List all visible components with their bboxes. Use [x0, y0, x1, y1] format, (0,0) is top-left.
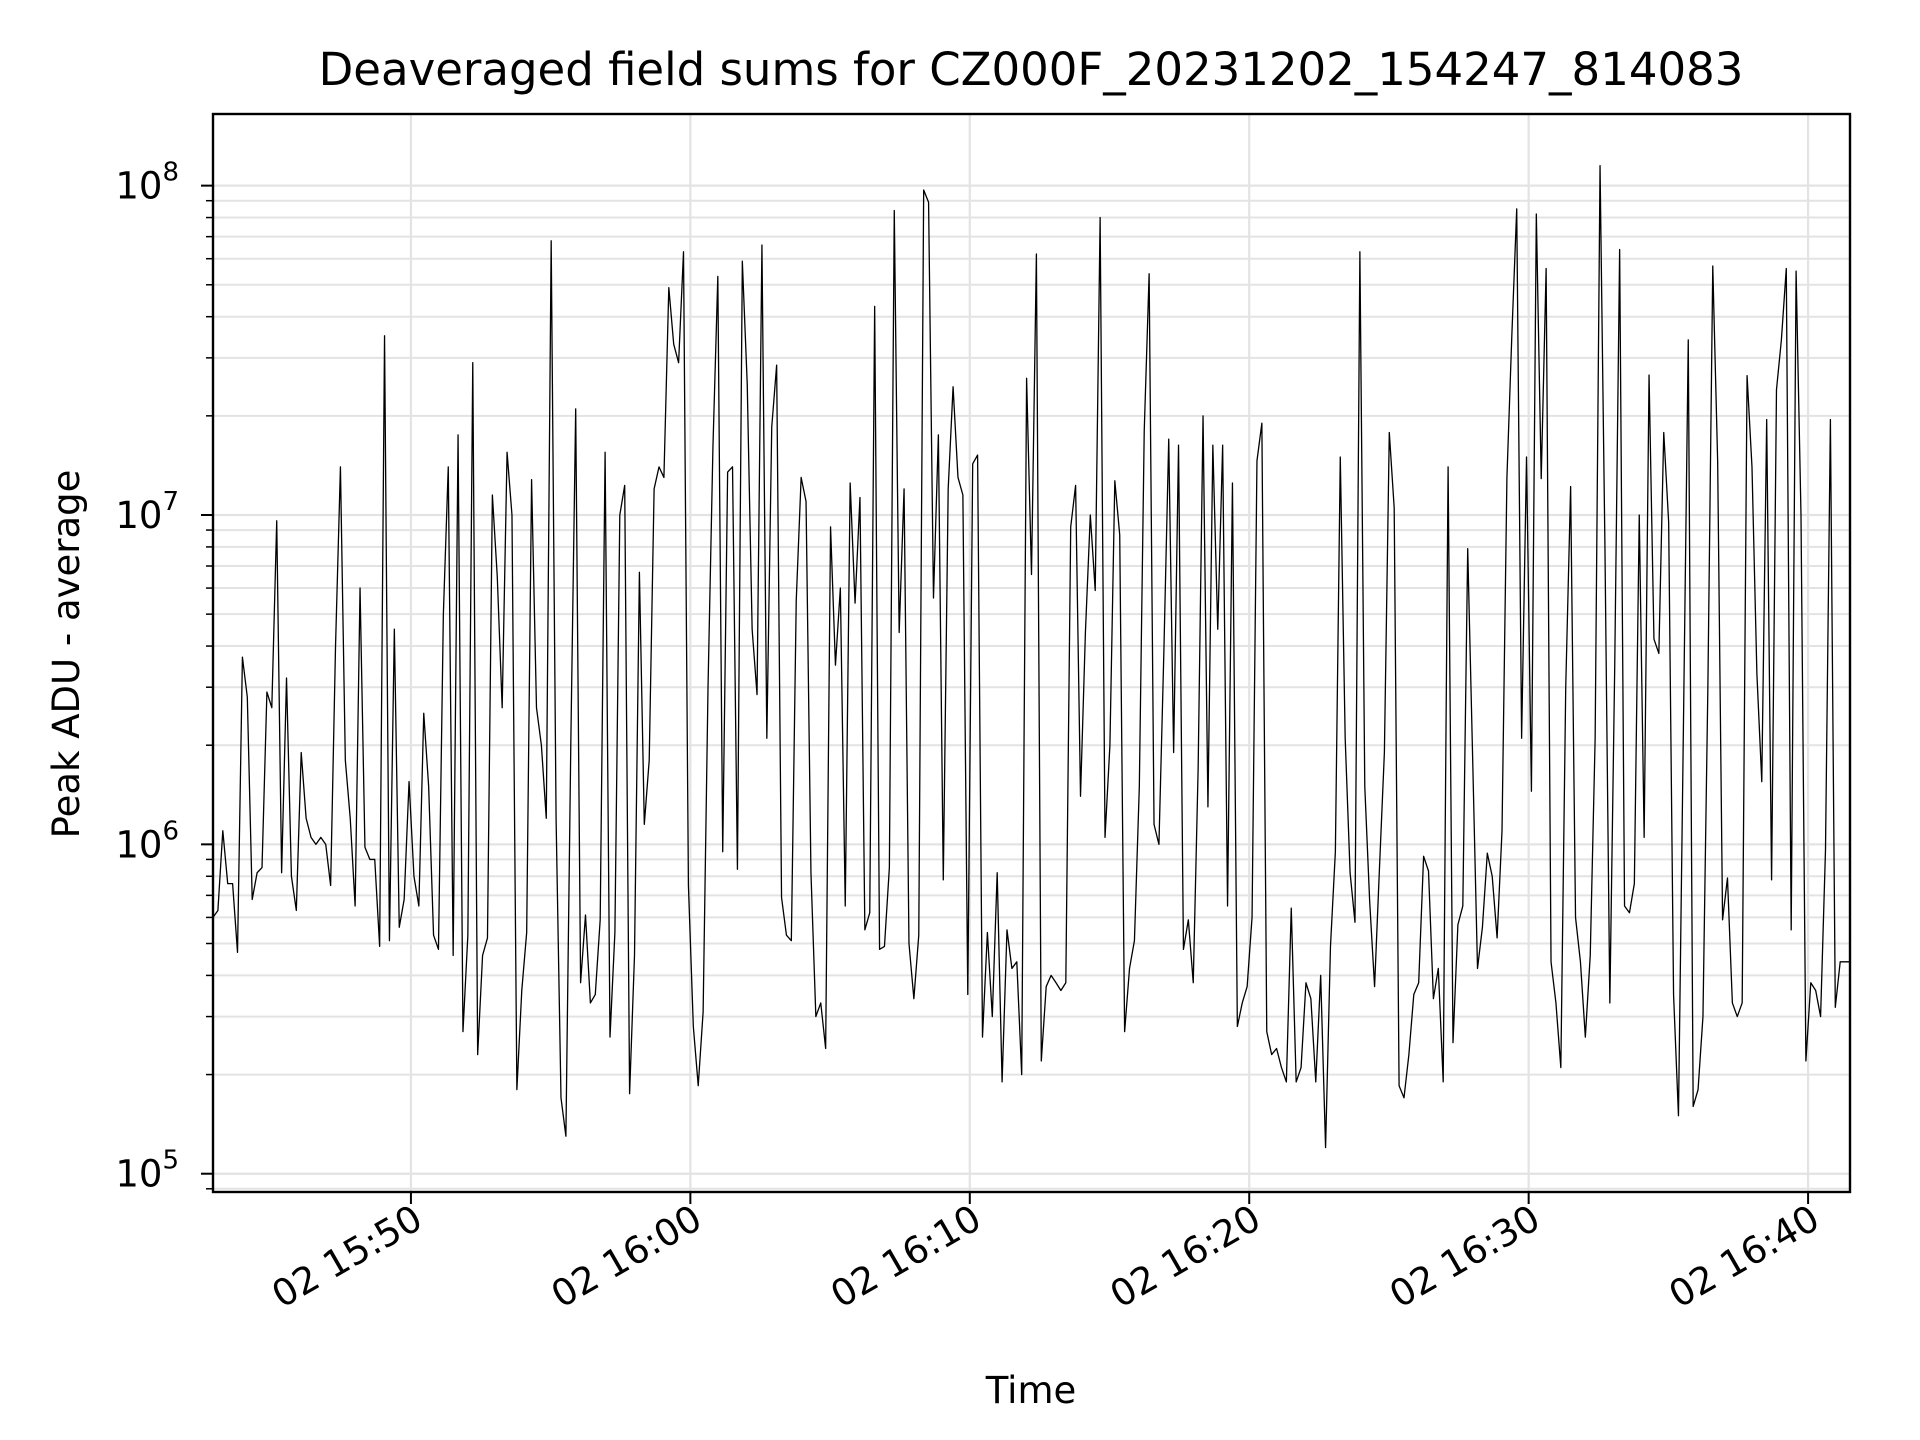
y-axis-label: Peak ADU - average [45, 470, 88, 839]
plot-frame [211, 112, 1852, 1194]
x-axis-label: Time [985, 1369, 1077, 1412]
chart-title: Deaveraged field sums for CZ000F_2023120… [319, 43, 1744, 96]
grid [213, 114, 1850, 1192]
series-line [212, 164, 1850, 1149]
plot-area [212, 164, 1850, 1149]
